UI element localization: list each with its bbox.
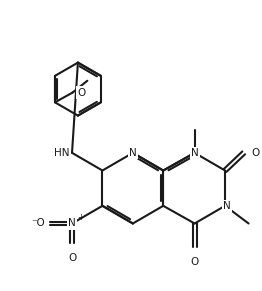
- Text: HN: HN: [53, 148, 69, 158]
- Text: O: O: [68, 253, 76, 263]
- Text: N: N: [191, 148, 199, 158]
- Text: ⁻O: ⁻O: [32, 219, 46, 228]
- Text: +: +: [77, 213, 84, 222]
- Text: O: O: [78, 88, 86, 97]
- Text: N: N: [68, 219, 76, 228]
- Text: O: O: [190, 257, 199, 267]
- Text: N: N: [129, 148, 137, 158]
- Text: O: O: [252, 148, 260, 158]
- Text: N: N: [223, 201, 231, 211]
